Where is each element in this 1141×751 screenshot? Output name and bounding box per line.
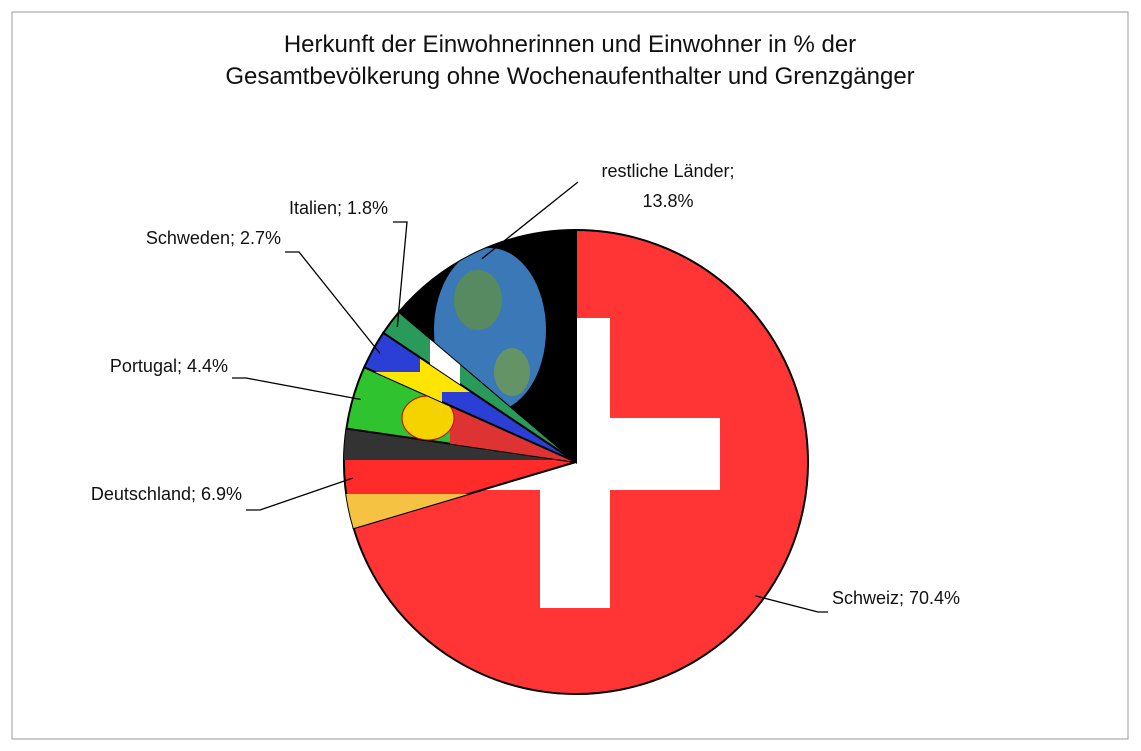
leader-line	[285, 251, 381, 354]
chart-title: Herkunft der Einwohnerinnen und Einwohne…	[284, 31, 856, 58]
data-label: Portugal; 4.4%	[110, 356, 228, 376]
data-label: Deutschland; 6.9%	[91, 484, 242, 504]
globe-land	[454, 270, 502, 330]
data-label: Schweden; 2.7%	[146, 228, 281, 248]
leader-line	[246, 477, 353, 511]
data-label: Schweiz; 70.4%	[832, 588, 960, 608]
chart-title: Gesamtbevölkerung ohne Wochenaufenthalte…	[225, 63, 914, 90]
leader-line	[232, 377, 362, 401]
leader-line	[755, 595, 828, 613]
globe-land	[494, 348, 530, 396]
leader-line	[481, 181, 579, 260]
leader-line	[393, 221, 408, 328]
data-label: restliche Länder; 13.8%	[601, 161, 734, 211]
data-label: Italien; 1.8%	[289, 198, 388, 218]
